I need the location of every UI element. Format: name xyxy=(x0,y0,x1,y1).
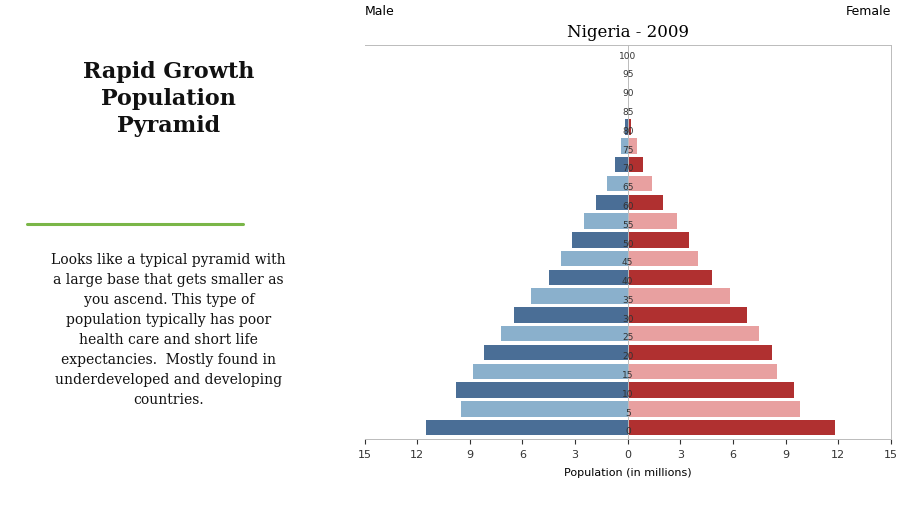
Text: 35: 35 xyxy=(622,295,634,305)
Bar xyxy=(628,158,643,173)
Bar xyxy=(561,251,628,267)
Text: 45: 45 xyxy=(622,258,634,267)
Text: Looks like a typical pyramid with
a large base that gets smaller as
you ascend. : Looks like a typical pyramid with a larg… xyxy=(51,252,286,407)
Bar xyxy=(484,345,628,361)
Bar xyxy=(628,139,636,154)
Text: 0: 0 xyxy=(625,427,631,436)
Bar xyxy=(473,364,628,379)
Text: 60: 60 xyxy=(622,201,634,211)
Text: 25: 25 xyxy=(622,333,634,342)
Bar xyxy=(607,176,628,192)
Bar xyxy=(549,270,628,285)
Bar xyxy=(584,214,628,229)
Bar xyxy=(628,289,730,305)
Bar xyxy=(628,326,760,342)
Bar xyxy=(426,420,628,436)
Bar xyxy=(628,251,698,267)
Text: 90: 90 xyxy=(622,89,634,98)
Text: 30: 30 xyxy=(622,314,634,323)
Bar xyxy=(626,120,628,135)
Text: 40: 40 xyxy=(622,277,634,285)
Bar xyxy=(616,158,628,173)
Bar xyxy=(531,289,628,305)
Bar xyxy=(628,270,712,285)
Bar xyxy=(628,120,631,135)
Text: 55: 55 xyxy=(622,220,634,229)
Text: 70: 70 xyxy=(622,164,634,173)
Title: Nigeria - 2009: Nigeria - 2009 xyxy=(567,24,688,41)
Bar xyxy=(514,308,628,323)
Text: 15: 15 xyxy=(622,370,634,379)
Bar xyxy=(628,383,795,398)
Bar xyxy=(628,420,835,436)
Bar xyxy=(628,345,771,361)
Bar xyxy=(628,364,777,379)
Bar xyxy=(628,176,652,192)
Text: Male: Male xyxy=(364,5,394,18)
Text: Female: Female xyxy=(846,5,891,18)
Text: 95: 95 xyxy=(622,70,634,79)
Bar xyxy=(621,139,628,154)
Bar xyxy=(628,195,662,211)
X-axis label: Population (in millions): Population (in millions) xyxy=(564,467,691,477)
Text: 5: 5 xyxy=(625,408,631,417)
Bar xyxy=(572,233,628,248)
Text: 80: 80 xyxy=(622,126,634,135)
Text: 75: 75 xyxy=(622,145,634,154)
Text: 85: 85 xyxy=(622,108,634,117)
Text: Rapid Growth
Population
Pyramid: Rapid Growth Population Pyramid xyxy=(83,61,255,137)
Bar xyxy=(501,326,628,342)
Bar xyxy=(628,233,689,248)
Bar xyxy=(455,383,628,398)
Bar xyxy=(628,214,677,229)
Text: 50: 50 xyxy=(622,239,634,248)
Bar xyxy=(461,401,628,417)
Bar xyxy=(628,308,747,323)
Bar xyxy=(596,195,628,211)
Text: 10: 10 xyxy=(622,389,634,398)
Bar xyxy=(628,401,800,417)
Text: 65: 65 xyxy=(622,183,634,192)
Text: 100: 100 xyxy=(619,52,636,61)
Text: 20: 20 xyxy=(622,351,634,361)
